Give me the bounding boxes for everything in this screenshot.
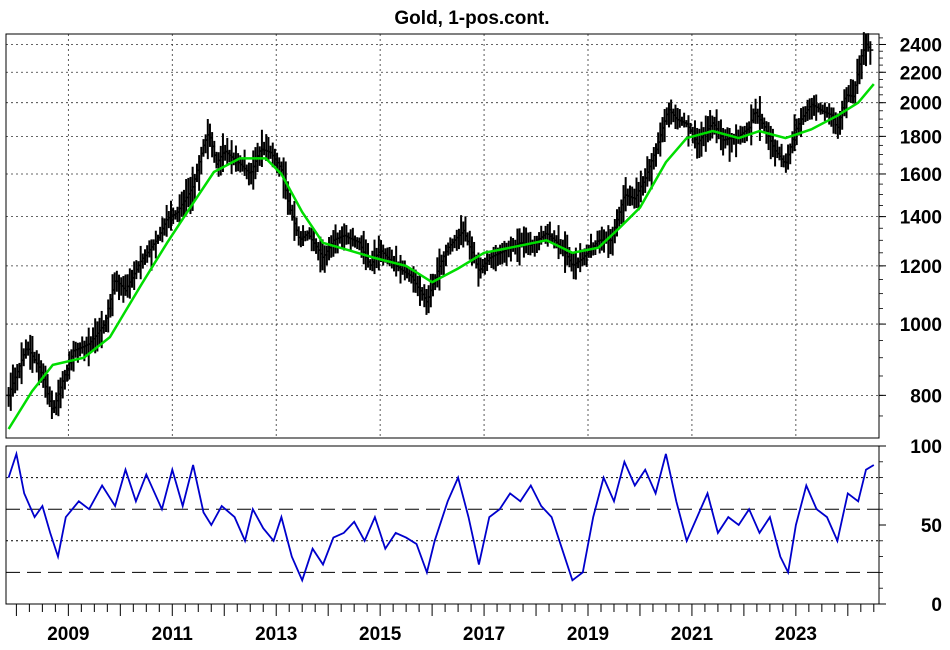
price-y-tick-label: 800 <box>910 386 942 407</box>
x-tick-label: 2017 <box>463 624 505 645</box>
price-panel-frame <box>5 33 880 439</box>
oscillator-panel-frame <box>5 445 880 605</box>
price-y-tick-label: 2400 <box>900 35 942 56</box>
price-y-tick-label: 1600 <box>900 165 942 186</box>
x-tick-label: 2013 <box>255 624 297 645</box>
oscillator-y-axis: 0 50 100 <box>879 437 942 616</box>
price-bars <box>5 32 874 420</box>
price-y-tick-label: 1200 <box>900 257 942 278</box>
chart-title: Gold, 1-pos.cont. <box>394 8 549 29</box>
price-y-tick-label: 2000 <box>900 94 942 115</box>
x-tick-label: 2019 <box>567 624 609 645</box>
x-tick-label: 2015 <box>359 624 402 645</box>
oscillator-line <box>7 450 875 583</box>
x-tick-label: 2009 <box>47 624 89 645</box>
x-axis: 2009 2011 2013 2015 2017 2019 2021 2023 <box>15 604 875 645</box>
x-tick-label: 2021 <box>671 624 714 645</box>
moving-average-line <box>7 83 875 430</box>
price-grid <box>6 34 879 438</box>
x-tick-label: 2023 <box>775 624 817 645</box>
price-y-tick-label: 1400 <box>900 208 942 229</box>
x-tick-label: 2011 <box>152 624 194 645</box>
price-y-axis: 800 1000 1200 1400 1600 1800 2000 2200 2400 <box>879 35 942 417</box>
oscillator-y-tick-label: 50 <box>921 516 942 537</box>
oscillator-y-tick-label: 100 <box>910 437 942 458</box>
price-y-tick-label: 1000 <box>900 315 942 336</box>
price-y-tick-label: 1800 <box>900 127 942 148</box>
oscillator-grid <box>6 477 879 573</box>
oscillator-y-tick-label: 0 <box>931 595 942 616</box>
price-y-tick-label: 2200 <box>900 63 942 84</box>
